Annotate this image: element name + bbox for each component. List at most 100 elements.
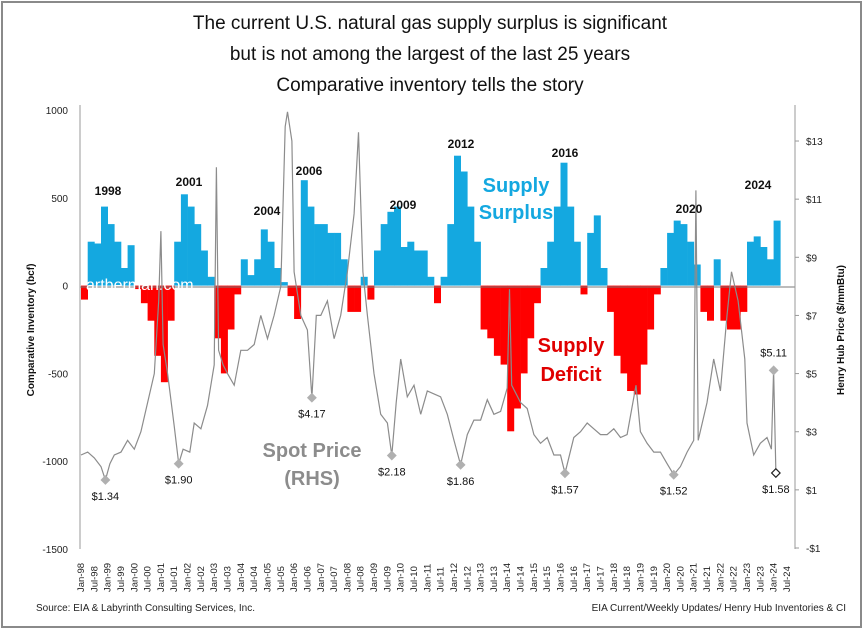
watermark: artberman.com xyxy=(86,277,194,294)
inventory-bar xyxy=(180,194,188,286)
x-tick-label: Jan-10 xyxy=(396,563,407,592)
x-tick-label: Jan-13 xyxy=(476,563,487,592)
inventory-bar xyxy=(600,268,608,286)
inventory-bar xyxy=(607,285,615,312)
chart-title-line-1: The current U.S. natural gas supply surp… xyxy=(193,13,668,34)
x-tick-label: Jan-21 xyxy=(689,563,700,592)
price-series xyxy=(80,111,777,483)
inventory-bar xyxy=(220,285,228,374)
x-tick-label: Jan-18 xyxy=(609,563,620,592)
right-tick-label: $5 xyxy=(806,370,818,381)
right-tick-label: -$1 xyxy=(806,544,821,555)
price-label: $1.58 xyxy=(762,484,790,496)
chart-title-line-3: Comparative inventory tells the story xyxy=(276,75,584,96)
inventory-bar xyxy=(400,247,408,286)
inventory-bar xyxy=(174,241,182,286)
inventory-bar xyxy=(493,285,501,356)
inventory-bar xyxy=(720,285,728,321)
price-marker xyxy=(173,458,184,469)
price-marker xyxy=(668,469,679,480)
x-tick-label: Jan-19 xyxy=(635,563,646,592)
inventory-bar xyxy=(240,259,248,286)
inventory-bar xyxy=(387,211,395,286)
inventory-bar xyxy=(520,285,528,374)
left-tick-label: -500 xyxy=(48,369,68,380)
x-tick-label: Jan-98 xyxy=(76,563,87,592)
inventory-bar xyxy=(440,276,448,286)
inventory-bar xyxy=(107,224,115,286)
price-marker xyxy=(386,450,397,461)
x-tick-label: Jan-15 xyxy=(529,563,540,592)
surplus-annotation-line-2: Surplus xyxy=(479,202,553,224)
left-axis-label: Comparative Inventory (bcf) xyxy=(26,264,37,397)
inventory-bar xyxy=(340,259,348,286)
left-tick-label: -1000 xyxy=(42,457,68,468)
year-label-2020: 2020 xyxy=(676,202,703,216)
price-labels: $1.34 $1.90 $4.17 $2.18 $1.86 $1.57 $1.52 $5.11… xyxy=(92,347,790,503)
year-label-2016: 2016 xyxy=(552,146,579,160)
inventory-bar xyxy=(647,285,655,330)
inventory-bar xyxy=(140,285,148,304)
x-tick-label: Jul-21 xyxy=(702,566,713,592)
price-label: $1.86 xyxy=(447,476,475,488)
inventory-bar xyxy=(354,285,362,312)
year-label-1998: 1998 xyxy=(95,184,122,198)
inventory-bar xyxy=(513,285,521,409)
inventory-bar xyxy=(234,285,242,295)
right-tick-label: $11 xyxy=(806,195,822,206)
x-axis-ticks: Jan-98 Jul-98 Jan-99 Jul-99 Jan-00 Jul-00 Jan-… xyxy=(76,563,793,592)
inventory-bar xyxy=(121,268,128,286)
x-tick-label: Jan-07 xyxy=(316,563,327,592)
x-tick-label: Jan-01 xyxy=(156,563,167,592)
x-tick-label: Jul-10 xyxy=(409,566,420,592)
year-label-2006: 2006 xyxy=(296,164,323,178)
inventory-bar xyxy=(500,285,508,365)
left-axis-ticks: 1000 500 0 -500 -1000 -1500 xyxy=(42,106,68,556)
right-tick-label: $13 xyxy=(806,137,823,148)
x-tick-label: Jul-15 xyxy=(542,566,553,592)
deficit-annotation-line-2: Deficit xyxy=(540,364,601,386)
x-tick-label: Jul-11 xyxy=(436,567,447,592)
inventory-bar xyxy=(227,285,235,330)
inventory-bar xyxy=(94,243,102,286)
inventory-bar xyxy=(467,206,475,286)
inventory-bar xyxy=(547,241,555,286)
inventory-bar xyxy=(207,276,215,286)
price-label: $1.52 xyxy=(660,486,688,498)
inventory-bar xyxy=(560,162,568,286)
inventory-bar xyxy=(627,285,635,391)
inventory-bar xyxy=(487,285,495,339)
left-tick-label: 0 xyxy=(62,282,68,293)
left-tick-label: 500 xyxy=(51,194,68,205)
inventory-bar xyxy=(314,224,322,286)
x-tick-label: Jan-09 xyxy=(369,563,380,592)
inventory-bar xyxy=(753,236,761,286)
x-tick-label: Jul-03 xyxy=(223,566,234,592)
price-label: $1.90 xyxy=(165,475,193,487)
inventory-bar xyxy=(394,206,401,286)
right-tick-label: $9 xyxy=(806,253,818,264)
inventory-bar xyxy=(633,285,641,395)
x-tick-label: Jan-99 xyxy=(103,563,114,592)
inventory-bar xyxy=(434,285,441,304)
inventory-bar xyxy=(101,206,108,286)
inventory-bar xyxy=(613,285,621,356)
inventory-bar xyxy=(187,206,195,286)
inventory-bar xyxy=(374,250,381,286)
inventory-bar xyxy=(760,247,768,286)
left-tick-label: 1000 xyxy=(46,106,69,117)
right-axis-ticks: $13 $11 $9 $7 $5 $3 $1 -$1 xyxy=(795,137,823,555)
inventory-bar xyxy=(127,245,135,286)
x-tick-label: Jul-16 xyxy=(569,566,580,592)
inventory-bar xyxy=(294,285,302,319)
price-annotation-line-2: (RHS) xyxy=(284,468,340,490)
inventory-bar xyxy=(660,268,668,286)
x-tick-label: Jul-00 xyxy=(143,566,154,592)
inventory-bar xyxy=(407,241,415,286)
inventory-bar xyxy=(307,206,315,286)
inventory-bar xyxy=(773,220,781,286)
price-label: $1.34 xyxy=(92,491,120,503)
inventory-bar xyxy=(367,285,375,300)
price-label: $4.17 xyxy=(298,409,326,421)
inventory-bar xyxy=(81,285,88,300)
